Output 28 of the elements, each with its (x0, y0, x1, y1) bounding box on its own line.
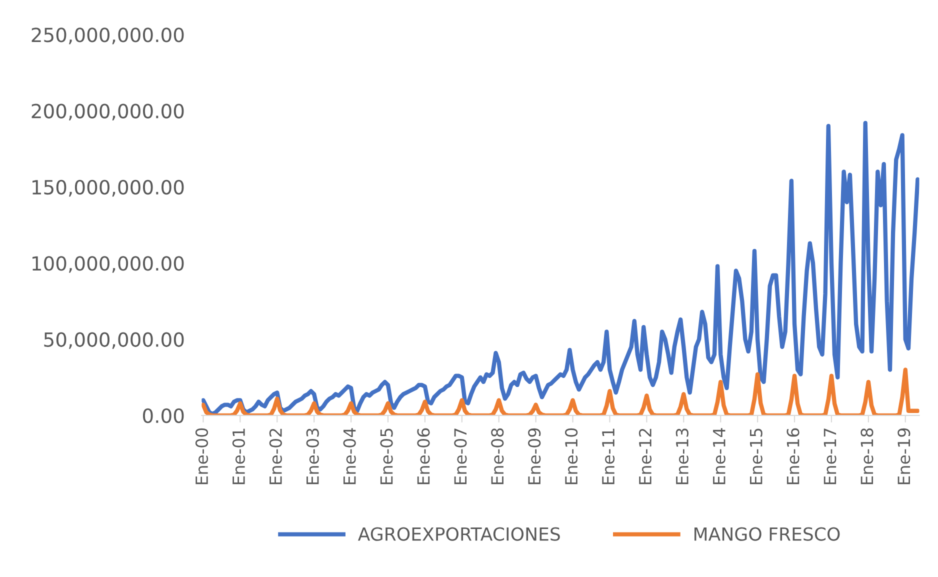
y-tick-label: 200,000,000.00 (32, 104, 184, 120)
x-tick-label: Ene-06 (417, 428, 430, 484)
x-tick-label: Ene-13 (676, 428, 688, 484)
x-tick-label: Ene-18 (860, 428, 874, 484)
legend-label: MANGO FRESCO (694, 527, 840, 541)
x-tick-label: Ene-12 (638, 428, 652, 484)
y-tick-label: 150,000,000.00 (32, 180, 184, 197)
y-tick-label: 100,000,000.00 (32, 256, 184, 273)
y-tick-label: 0.00 (142, 408, 184, 424)
x-tick-label: Ene-08 (491, 428, 504, 484)
y-tick-label: 250,000,000.00 (32, 28, 184, 44)
x-tick-label: Ene-03 (306, 428, 319, 484)
x-tick-label: Ene-02 (269, 428, 282, 484)
x-tick-label: Ene-17 (824, 428, 836, 484)
x-tick-label: Ene-05 (380, 428, 393, 484)
x-tick-label: Ene-01 (232, 428, 245, 484)
y-tick-label: 50,000,000.00 (44, 332, 184, 349)
x-tick-label: Ene-09 (528, 428, 541, 484)
x-tick-label: Ene-11 (602, 428, 615, 484)
x-tick-label: Ene-07 (454, 428, 467, 484)
x-tick-label: Ene-19 (898, 428, 910, 484)
x-tick-label: Ene-16 (786, 428, 800, 484)
x-tick-label: Ene-04 (343, 428, 356, 484)
x-tick-label: Ene-10 (565, 428, 578, 484)
x-tick-label: Ene-14 (713, 428, 726, 484)
legend-label: AGROEXPORTACIONES (358, 527, 560, 541)
x-tick-label: Ene-15 (750, 428, 762, 484)
x-tick-label: Ene-00 (195, 428, 208, 484)
